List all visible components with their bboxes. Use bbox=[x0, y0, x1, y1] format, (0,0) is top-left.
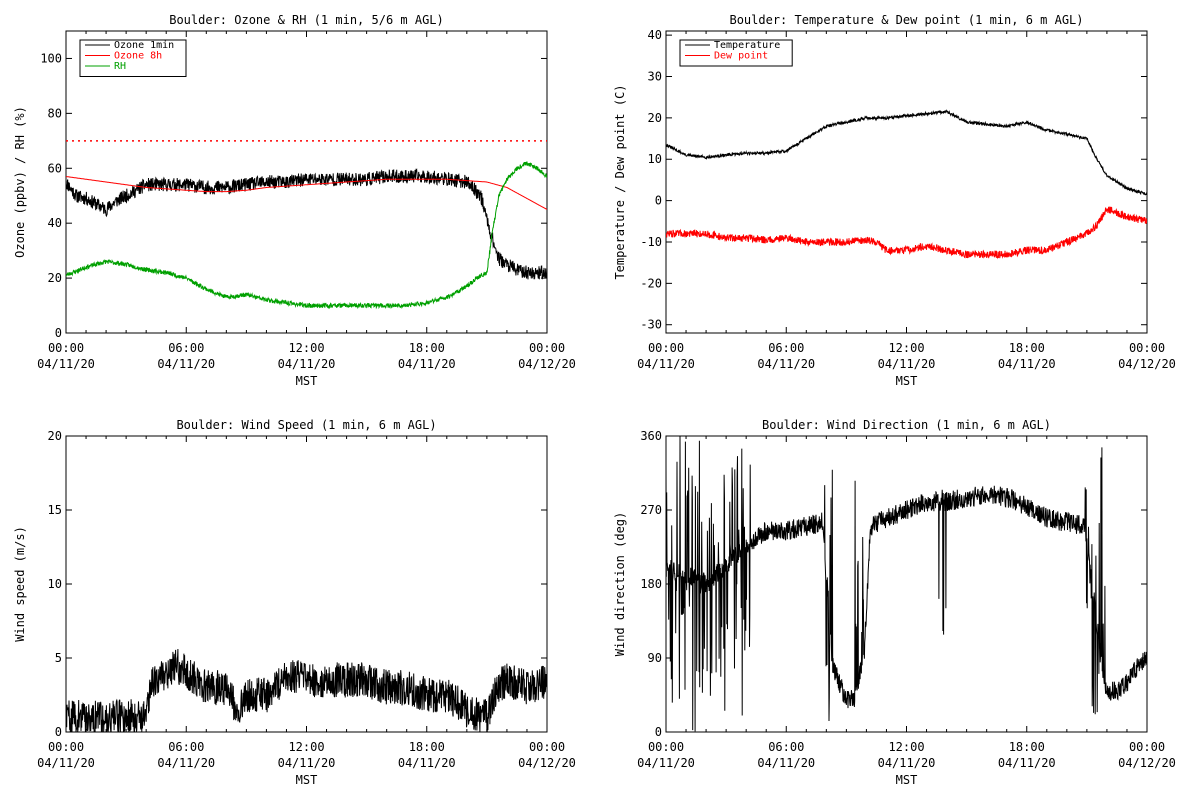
y-tick-label: 10 bbox=[48, 577, 62, 591]
x-tick-date-label: 04/11/20 bbox=[998, 357, 1056, 371]
x-tick-time-label: 18:00 bbox=[409, 341, 445, 355]
legend-label: Ozone 8h bbox=[114, 51, 162, 62]
x-tick-date-label: 04/11/20 bbox=[637, 756, 695, 770]
legend-box bbox=[679, 39, 793, 67]
x-tick-date-label: 04/11/20 bbox=[157, 357, 215, 371]
x-tick-date-label: 04/11/20 bbox=[878, 756, 936, 770]
series-line-dew-point bbox=[666, 206, 1147, 260]
x-tick-time-label: 06:00 bbox=[168, 740, 204, 754]
x-tick-time-label: 12:00 bbox=[288, 341, 324, 355]
x-tick-date-label: 04/12/20 bbox=[518, 756, 576, 770]
x-tick-date-label: 04/12/20 bbox=[1118, 756, 1176, 770]
y-tick-label: 20 bbox=[48, 429, 62, 443]
x-tick-date-label: 04/11/20 bbox=[37, 357, 95, 371]
y-tick-label: 180 bbox=[640, 577, 662, 591]
y-tick-label: 10 bbox=[648, 152, 662, 166]
y-tick-label: -10 bbox=[640, 235, 662, 249]
series-line-data-0 bbox=[666, 436, 1147, 732]
y-tick-label: -20 bbox=[640, 276, 662, 290]
x-tick-time-label: 12:00 bbox=[288, 740, 324, 754]
x-tick-time-label: 06:00 bbox=[768, 341, 804, 355]
x-tick-time-label: 00:00 bbox=[648, 740, 684, 754]
x-tick-date-label: 04/11/20 bbox=[878, 357, 936, 371]
x-tick-date-label: 04/11/20 bbox=[757, 357, 815, 371]
chart-panel-ozone: Boulder: Ozone & RH (1 min, 5/6 m AGL) 0 2… bbox=[13, 13, 576, 388]
y-axis-label: Temperature / Dew point (C) bbox=[613, 84, 627, 279]
y-axis-label: Ozone (ppbv) / RH (%) bbox=[13, 106, 27, 258]
x-tick-time-label: 06:00 bbox=[768, 740, 804, 754]
series-line-ozone-1min bbox=[66, 167, 547, 280]
y-tick-label: 20 bbox=[648, 111, 662, 125]
y-axis-label: Wind direction (deg) bbox=[613, 512, 627, 657]
x-tick-time-label: 00:00 bbox=[48, 740, 84, 754]
x-tick-time-label: 12:00 bbox=[888, 740, 924, 754]
x-tick-date-label: 04/11/20 bbox=[637, 357, 695, 371]
x-axis-label: MST bbox=[896, 773, 918, 787]
x-tick-time-label: 18:00 bbox=[1009, 740, 1045, 754]
x-tick-date-label: 04/11/20 bbox=[278, 357, 336, 371]
y-tick-label: 5 bbox=[55, 651, 62, 665]
series-line-temperature bbox=[666, 109, 1147, 196]
y-axis-label: Wind speed (m/s) bbox=[13, 526, 27, 642]
series-line-data-0 bbox=[66, 648, 547, 732]
x-tick-date-label: 04/11/20 bbox=[37, 756, 95, 770]
x-axis-label: MST bbox=[896, 374, 918, 388]
chart-title: Boulder: Temperature & Dew point (1 min,… bbox=[729, 13, 1083, 27]
x-axis-label: MST bbox=[296, 773, 318, 787]
x-tick-time-label: 00:00 bbox=[1129, 740, 1165, 754]
y-tick-label: 15 bbox=[48, 503, 62, 517]
x-tick-time-label: 00:00 bbox=[529, 740, 565, 754]
chart-panel-temp: Boulder: Temperature & Dew point (1 min,… bbox=[613, 13, 1176, 388]
x-tick-time-label: 00:00 bbox=[1129, 341, 1165, 355]
chart-title: Boulder: Ozone & RH (1 min, 5/6 m AGL) bbox=[169, 13, 444, 27]
x-tick-date-label: 04/11/20 bbox=[157, 756, 215, 770]
legend-box bbox=[79, 39, 187, 77]
y-tick-label: 30 bbox=[648, 70, 662, 84]
x-tick-time-label: 00:00 bbox=[48, 341, 84, 355]
x-tick-time-label: 18:00 bbox=[1009, 341, 1045, 355]
y-tick-label: 270 bbox=[640, 503, 662, 517]
y-tick-label: 40 bbox=[48, 216, 62, 230]
x-tick-time-label: 12:00 bbox=[888, 341, 924, 355]
x-tick-date-label: 04/11/20 bbox=[278, 756, 336, 770]
y-tick-label: 90 bbox=[648, 651, 662, 665]
chart-panel-winddir: Boulder: Wind Direction (1 min, 6 m AGL)… bbox=[613, 418, 1176, 787]
x-tick-time-label: 18:00 bbox=[409, 740, 445, 754]
y-tick-label: 40 bbox=[648, 28, 662, 42]
x-tick-time-label: 06:00 bbox=[168, 341, 204, 355]
y-tick-label: 0 bbox=[55, 725, 62, 739]
x-tick-date-label: 04/11/20 bbox=[757, 756, 815, 770]
y-tick-label: -30 bbox=[640, 318, 662, 332]
x-tick-time-label: 00:00 bbox=[529, 341, 565, 355]
x-tick-date-label: 04/12/20 bbox=[518, 357, 576, 371]
y-tick-label: 0 bbox=[55, 326, 62, 340]
legend-label: Ozone 1min bbox=[114, 40, 174, 51]
chart-panel-windspeed: Boulder: Wind Speed (1 min, 6 m AGL) 0 5 10… bbox=[13, 418, 576, 787]
legend-label: Dew point bbox=[714, 51, 768, 62]
x-tick-date-label: 04/11/20 bbox=[398, 357, 456, 371]
x-tick-time-label: 00:00 bbox=[648, 341, 684, 355]
series-line-ozone-8h bbox=[66, 176, 547, 210]
plot-frame bbox=[665, 30, 1148, 334]
chart-title: Boulder: Wind Direction (1 min, 6 m AGL) bbox=[762, 418, 1051, 432]
x-tick-date-label: 04/11/20 bbox=[398, 756, 456, 770]
y-tick-label: 20 bbox=[48, 271, 62, 285]
chart-title: Boulder: Wind Speed (1 min, 6 m AGL) bbox=[176, 418, 436, 432]
y-tick-label: 0 bbox=[655, 194, 662, 208]
legend-label: Temperature bbox=[714, 40, 780, 51]
plot-frame bbox=[665, 435, 1148, 733]
x-tick-date-label: 04/12/20 bbox=[1118, 357, 1176, 371]
y-tick-label: 360 bbox=[640, 429, 662, 443]
y-tick-label: 60 bbox=[48, 161, 62, 175]
y-tick-label: 80 bbox=[48, 106, 62, 120]
series-line-rh bbox=[66, 161, 547, 310]
legend-label: RH bbox=[114, 61, 126, 72]
y-tick-label: 0 bbox=[655, 725, 662, 739]
x-tick-date-label: 04/11/20 bbox=[998, 756, 1056, 770]
y-tick-label: 100 bbox=[40, 51, 62, 65]
x-axis-label: MST bbox=[296, 374, 318, 388]
